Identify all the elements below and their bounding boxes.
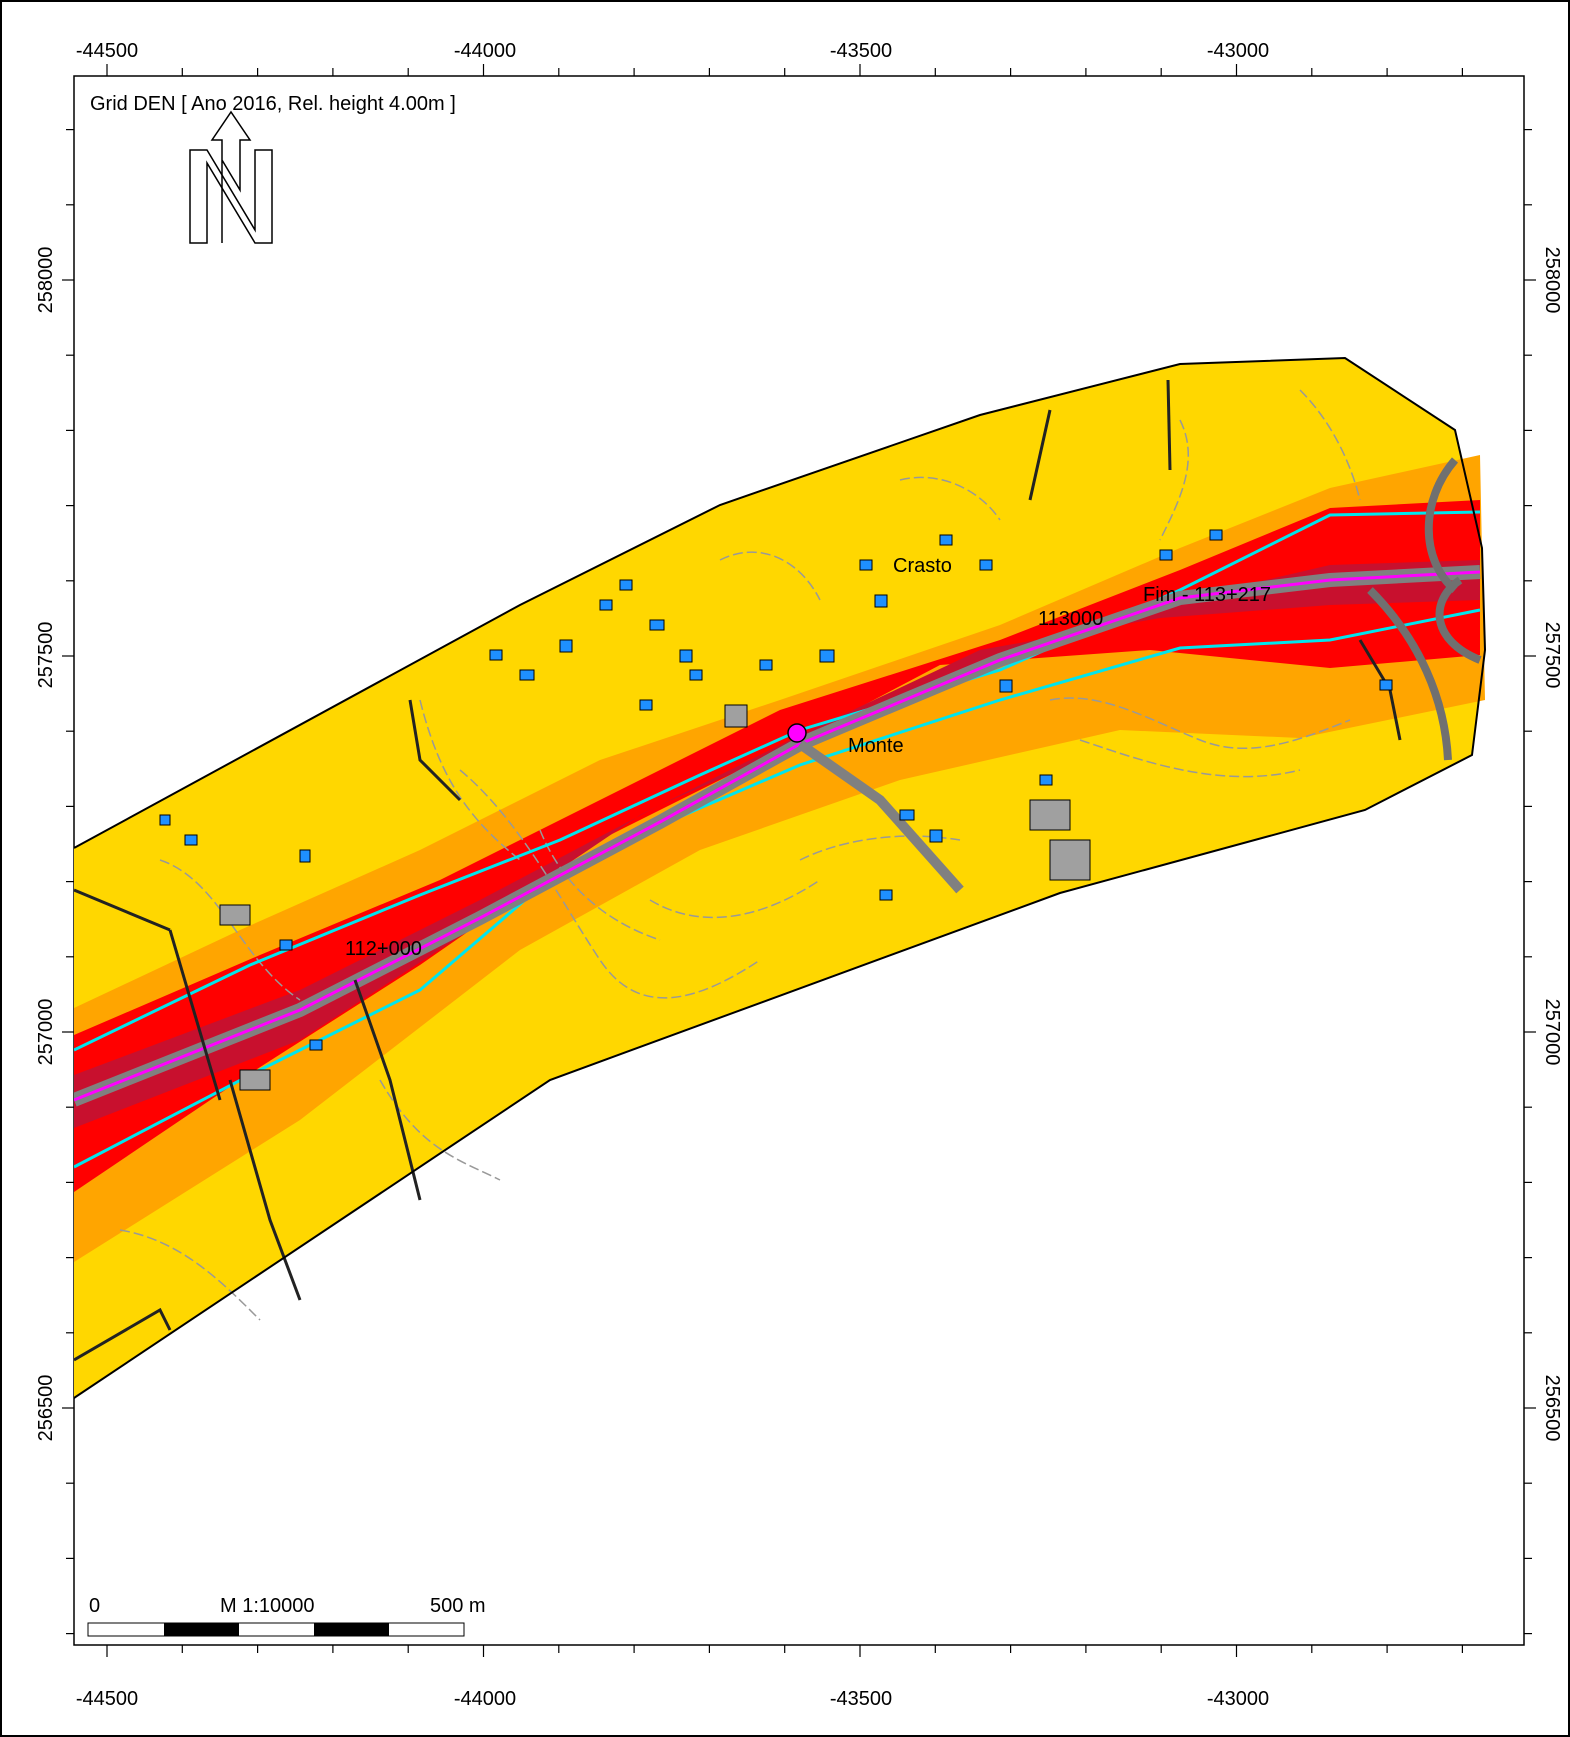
roundabout-marker-icon xyxy=(787,723,807,743)
side-road xyxy=(797,739,964,894)
y-label-right: 258000 xyxy=(1541,247,1563,314)
y-label-right: 256500 xyxy=(1541,1375,1563,1442)
x-label-bottom: -43500 xyxy=(830,1688,892,1710)
noise-band-mid xyxy=(74,455,1485,1262)
industrial-buildings xyxy=(219,704,1091,1091)
north-arrow-icon xyxy=(189,110,273,244)
x-label-top: -44500 xyxy=(76,40,138,62)
chainage-label-start: 112+000 xyxy=(345,938,422,960)
interchange-ramp xyxy=(1435,576,1482,664)
place-label-crasto: Crasto xyxy=(893,555,952,577)
scale-bar-scale: M 1:10000 xyxy=(220,1595,315,1617)
frame-ticks xyxy=(62,64,1536,1657)
x-label-top: -44000 xyxy=(454,40,516,62)
scale-bar-zero: 0 xyxy=(89,1595,100,1617)
interchange-ramp xyxy=(1424,457,1459,594)
scale-bar: 0 M 1:10000 500 m xyxy=(87,1595,486,1637)
x-label-bottom: -44500 xyxy=(76,1688,138,1710)
y-label-right: 257500 xyxy=(1541,622,1563,689)
x-label-bottom: -44000 xyxy=(454,1688,516,1710)
noise-band-core xyxy=(74,560,1480,1128)
y-label-left: 257000 xyxy=(35,999,57,1066)
map-content: Crasto Monte 112+000 113000 Fim - 113+21… xyxy=(74,93,1487,1637)
local-roads xyxy=(74,379,1402,1362)
x-label-bottom: -43000 xyxy=(1207,1688,1269,1710)
interchange-ramp xyxy=(1367,587,1452,761)
iso-lines xyxy=(74,510,1481,1169)
x-label-top: -43500 xyxy=(830,40,892,62)
calculation-boundary xyxy=(74,356,1487,1399)
y-label-left: 258000 xyxy=(35,247,57,314)
chainage-label-mid: 113000 xyxy=(1038,608,1103,630)
y-label-left: 257500 xyxy=(35,622,57,689)
place-label-monte: Monte xyxy=(848,735,904,757)
axis-labels: -44500 -44000 -43500 -43000 -44500 -4400… xyxy=(35,40,1563,1710)
chainage-label-end: Fim - 113+217 xyxy=(1143,584,1271,606)
y-label-right: 257000 xyxy=(1541,999,1563,1066)
buildings xyxy=(159,529,1393,1051)
scale-bar-end: 500 m xyxy=(430,1595,486,1617)
map-title: Grid DEN [ Ano 2016, Rel. height 4.00m ] xyxy=(90,93,456,115)
x-label-top: -43000 xyxy=(1207,40,1269,62)
y-label-left: 256500 xyxy=(35,1375,57,1442)
